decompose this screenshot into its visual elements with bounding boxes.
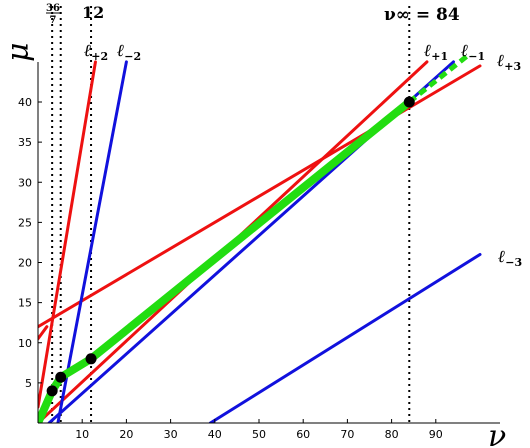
y-tick-label-6: 35: [18, 136, 32, 149]
y-tick-label-0: 5: [25, 377, 32, 390]
series-label-4: ℓ−1: [461, 41, 485, 63]
series-line-7: [38, 98, 414, 423]
y-tick-label-7: 40: [18, 96, 32, 109]
x-tick-label-0: 10: [75, 428, 89, 441]
y-axis-title: μ: [1, 43, 36, 63]
twelve-label: 12: [82, 3, 104, 22]
y-tick-label-2: 15: [18, 297, 32, 310]
x-tick-label-4: 50: [252, 428, 266, 441]
x-tick-label-1: 20: [119, 428, 133, 441]
intersection-point-1: [55, 371, 67, 383]
series-label-5: ℓ−2: [117, 41, 141, 63]
intersection-point-0: [46, 385, 58, 397]
y-tick-label-3: 20: [18, 257, 32, 270]
x-tick-label-8: 90: [429, 428, 443, 441]
x-tick-label-5: 60: [296, 428, 310, 441]
x-axis-title: ν: [488, 419, 506, 448]
plot-lines: [38, 55, 482, 423]
series-line-3: [38, 325, 49, 341]
x-tick-label-6: 70: [340, 428, 354, 441]
y-tick-label-5: 30: [18, 176, 32, 189]
y-tick-label-4: 25: [18, 216, 32, 229]
intersection-points: [46, 96, 415, 397]
series-line-6: [208, 252, 482, 423]
series-label-2: ℓ+3: [497, 51, 521, 73]
series-line-5: [56, 60, 128, 423]
y-tick-label-1: 10: [18, 337, 32, 350]
x-tick-label-7: 80: [385, 428, 399, 441]
x-tick-label-2: 30: [164, 428, 178, 441]
frac-denominator-label: 7: [50, 15, 57, 26]
intersection-point-2: [85, 353, 97, 365]
axes: [37, 62, 500, 424]
nu-infinity-label: ν∞ = 84: [384, 5, 460, 25]
frac-numerator-label: 36: [46, 3, 60, 14]
x-tick-label-3: 40: [208, 428, 222, 441]
intersection-point-3: [403, 96, 415, 108]
series-label-1: ℓ+2: [84, 41, 108, 63]
series-label-6: ℓ−3: [498, 247, 522, 269]
series-line-1: [38, 60, 97, 409]
series-line-8: [407, 55, 473, 104]
series-label-0: ℓ+1: [424, 41, 448, 63]
